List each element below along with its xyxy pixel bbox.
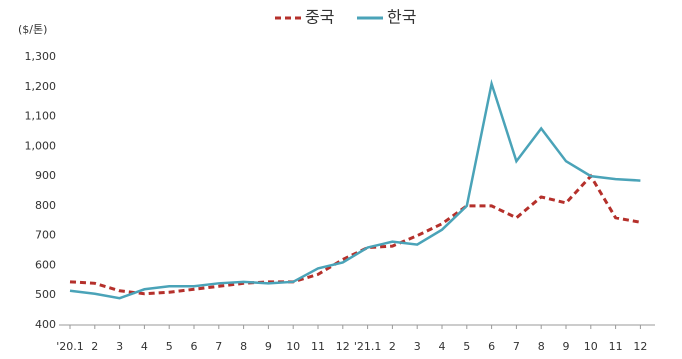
x-tick-label: 3 (116, 340, 123, 353)
y-tick-label: 1,000 (25, 139, 57, 152)
y-tick-label: 700 (35, 229, 56, 242)
y-tick-label: 400 (35, 318, 56, 331)
x-tick-label: 11 (609, 340, 623, 353)
x-tick-label: 8 (538, 340, 545, 353)
x-tick-label: 4 (439, 340, 446, 353)
x-tick-label: 7 (215, 340, 222, 353)
x-tick-label: 2 (91, 340, 98, 353)
x-tick-label: 6 (488, 340, 495, 353)
x-tick-label: 3 (414, 340, 421, 353)
legend-label: 한국 (387, 8, 416, 27)
line-series (69, 173, 641, 296)
y-tick-label: 600 (35, 258, 56, 271)
x-tick-label: 12 (336, 340, 350, 353)
x-tick-label: 9 (563, 340, 570, 353)
x-tick-label: 2 (389, 340, 396, 353)
y-tick-label: 900 (35, 169, 56, 182)
x-tick-label: 10 (286, 340, 300, 353)
y-axis-label: ($/톤) (18, 23, 47, 36)
x-tick-label: 11 (311, 340, 325, 353)
x-tick-label: 10 (584, 340, 598, 353)
x-tick-label: '20.1 (56, 340, 84, 353)
x-tick-label: 5 (463, 340, 470, 353)
y-tick-label: 1,300 (25, 50, 57, 63)
x-tick-label: 12 (633, 340, 647, 353)
y-tick-label: 1,200 (25, 80, 57, 93)
legend-label: 중국 (305, 8, 334, 27)
x-tick-label: 5 (166, 340, 173, 353)
y-tick-label: 1,100 (25, 110, 57, 123)
line-series (69, 78, 641, 300)
x-tick-label: 9 (265, 340, 272, 353)
x-tick-label: 8 (240, 340, 247, 353)
y-tick-label: 800 (35, 199, 56, 212)
x-tick-label: 4 (141, 340, 148, 353)
x-tick-label: 6 (191, 340, 198, 353)
x-tick-label: '21.1 (354, 340, 382, 353)
y-tick-label: 500 (35, 288, 56, 301)
x-tick-label: 7 (513, 340, 520, 353)
